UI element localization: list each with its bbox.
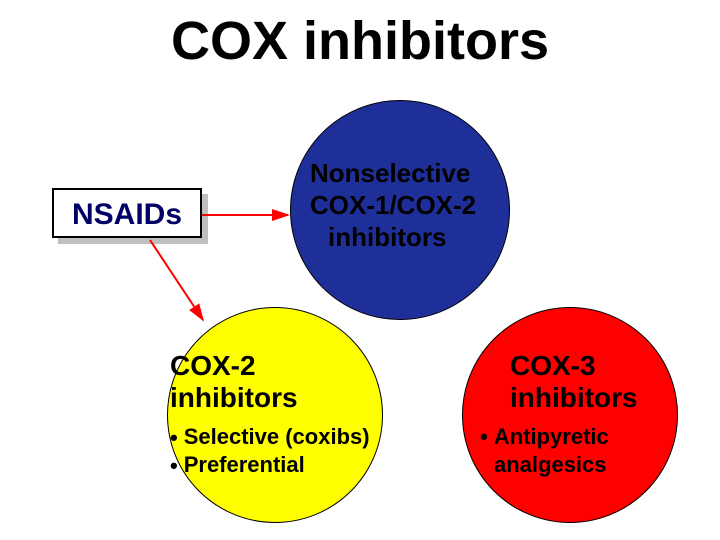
arrow-nsaids-to-cox2 — [0, 0, 720, 540]
arrow1-line — [150, 240, 203, 320]
